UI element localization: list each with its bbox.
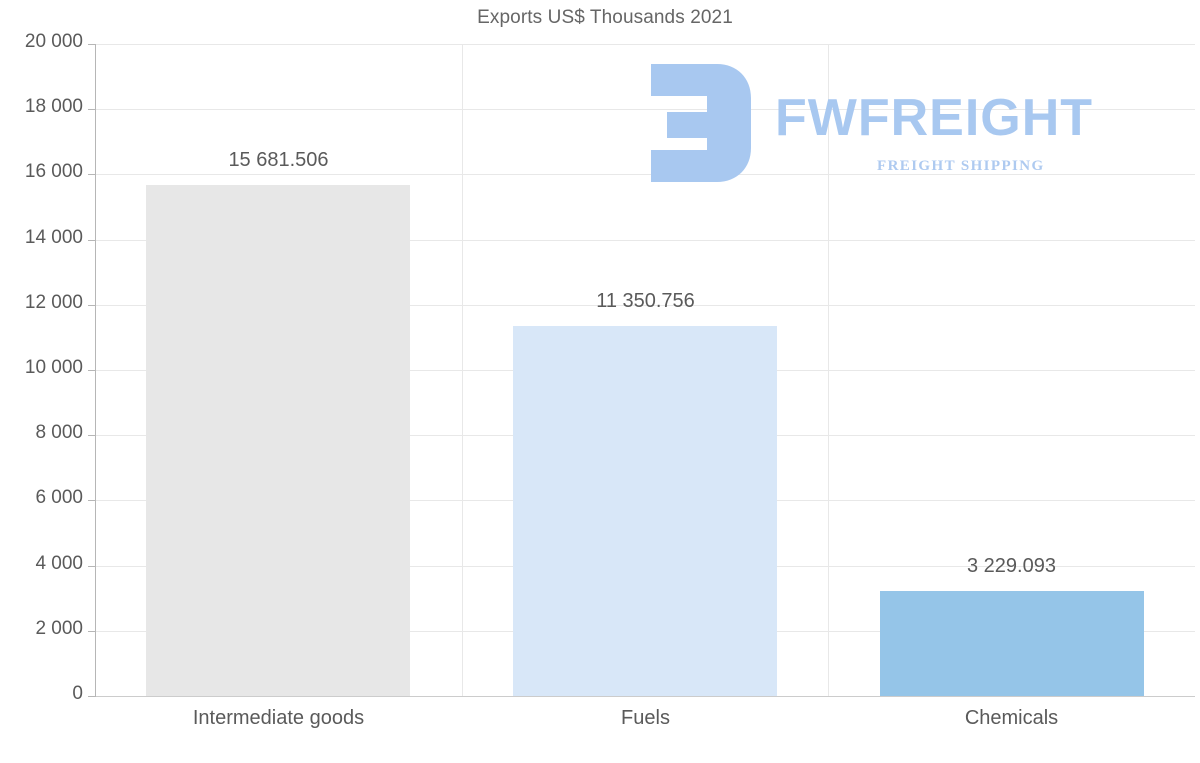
bar[interactable] — [513, 326, 777, 696]
y-axis-tick-label: 12 000 — [24, 292, 83, 313]
y-axis-tick-mark — [88, 240, 95, 241]
y-axis-tick-mark — [88, 631, 95, 632]
y-axis-tick-label: 16 000 — [24, 161, 83, 182]
x-axis-category-label: Chemicals — [964, 707, 1059, 729]
y-axis-tick-mark — [88, 44, 95, 45]
y-axis-tick-mark — [88, 174, 95, 175]
bar[interactable] — [146, 185, 410, 696]
y-axis-tick-mark — [88, 566, 95, 567]
y-axis-tick-label: 10 000 — [24, 357, 83, 378]
y-axis-tick-mark — [88, 109, 95, 110]
bar[interactable] — [880, 591, 1144, 696]
y-axis-tick-label: 0 — [72, 683, 83, 704]
gridline-horizontal — [95, 44, 1195, 45]
chart-title: Exports US$ Thousands 2021 — [477, 7, 733, 28]
gridline-vertical — [828, 44, 829, 696]
gridline-horizontal — [95, 109, 1195, 110]
y-axis-tick-label: 4 000 — [35, 553, 83, 574]
y-axis-tick-label: 8 000 — [35, 422, 83, 443]
y-axis-tick-mark — [88, 500, 95, 501]
y-axis-tick-mark — [88, 435, 95, 436]
y-axis-tick-label: 18 000 — [24, 96, 83, 117]
gridline-vertical — [462, 44, 463, 696]
bar-value-label: 11 350.756 — [596, 290, 695, 312]
gridline-horizontal — [95, 174, 1195, 175]
plot-area: 15 681.506 11 350.756 3 229.093 — [95, 44, 1195, 697]
gridline-horizontal — [95, 696, 1195, 697]
gridline-horizontal — [95, 305, 1195, 306]
x-axis-category-label: Intermediate goods — [192, 707, 365, 729]
y-axis-tick-label: 14 000 — [24, 227, 83, 248]
bar-value-label: 15 681.506 — [228, 149, 329, 171]
gridline-horizontal — [95, 240, 1195, 241]
y-axis-tick-label: 20 000 — [24, 31, 83, 52]
x-axis-category-label: Fuels — [621, 707, 670, 729]
y-axis-tick-label: 6 000 — [35, 487, 83, 508]
y-axis-line — [95, 44, 96, 697]
y-axis-tick-mark — [88, 696, 95, 697]
y-axis-tick-mark — [88, 305, 95, 306]
y-axis-tick-mark — [88, 370, 95, 371]
bar-value-label: 3 229.093 — [967, 555, 1056, 577]
y-axis-tick-label: 2 000 — [35, 618, 83, 639]
